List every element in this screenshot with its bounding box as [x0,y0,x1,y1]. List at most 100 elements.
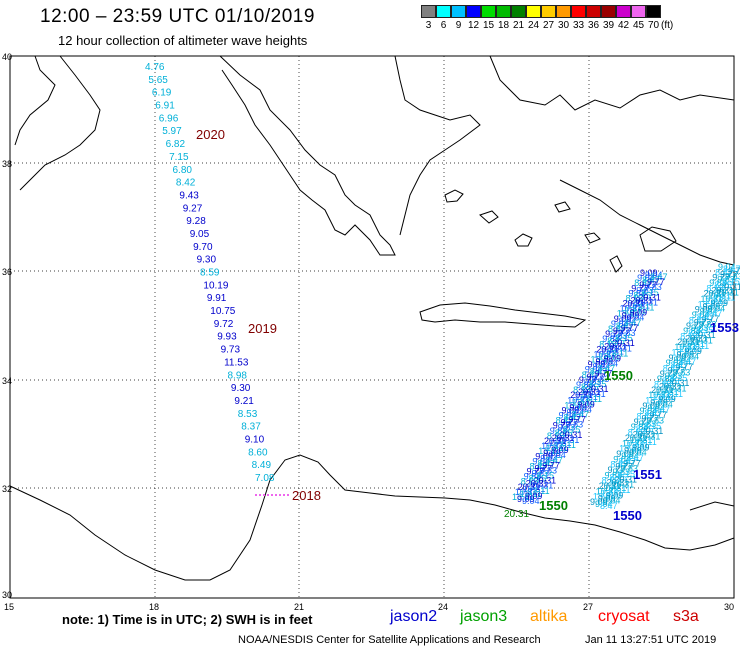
wave-height-value: 9.09 [630,308,648,318]
wave-height-value: 9.04 [655,400,673,410]
wave-height-value: 9.77 [553,421,571,431]
wave-height-value: 8.47 [600,501,618,511]
wave-height-value: 13.11 [546,443,568,453]
wave-height-value: 9.77 [608,465,626,475]
wave-height-value: 9.09 [525,491,543,501]
lon-label: 27 [583,602,594,612]
wave-height-value: 9.83 [605,470,623,480]
wave-height-value: 20.31 [544,436,567,446]
wave-height-value: 9.77 [634,417,652,427]
wave-height-value: 5.97 [162,126,182,137]
turkey-south-coast [559,179,735,266]
track-time-label: 1550 [539,498,568,513]
wave-height-value: 10.31 [541,441,564,451]
greece-east-coast [394,55,481,236]
legend-s3a: s3a [673,608,699,625]
wave-height-value: 8.47 [652,405,670,415]
wave-height-value: 13.11 [572,397,594,407]
wave-height-value: 9.04 [627,313,645,323]
lat-label: 40 [2,52,13,62]
wave-height-value: 9.77 [676,362,694,372]
wave-height-value: 10.31 [609,343,632,353]
track-time-label: 1550 [604,368,633,383]
color-scale-label: 27 [542,20,555,31]
wave-height-value: 8.47 [608,324,626,334]
color-scale-swatch [451,5,466,18]
wave-height-value: 9.83 [709,278,727,288]
wave-height-value: 10.31 [628,301,651,311]
wave-height-value: 9.04 [567,408,585,418]
wave-height-value: 6.96 [159,113,179,124]
wave-height-value: 10.31 [567,395,590,405]
wave-height-value: 20.31 [719,282,740,292]
wave-height-value: 9.77 [702,314,720,324]
track-time-label: 2019 [248,321,277,336]
wave-height-value: 13.11 [672,348,694,358]
wave-height-value: 9.04 [708,303,726,313]
wave-height-value: 9.83 [657,374,675,384]
wave-height-value: 9.04 [637,273,655,283]
wave-height-value: 13.11 [698,299,720,309]
wave-height-value: 8.15 [706,283,724,293]
wave-height-value: 9.83 [602,334,620,344]
wave-height-value: 13.11 [619,444,641,454]
wave-height-value: 9.04 [619,316,637,326]
wave-height-value: 20.31 [596,344,619,354]
color-scale-swatch [481,5,496,18]
wave-height-value: 20.31 [677,337,700,347]
wave-height-value: 9.04 [585,365,603,375]
wave-height-value: 8.15 [581,382,599,392]
wave-height-value: 9.77 [647,277,665,287]
wave-height-value: 8.47 [723,264,740,274]
wave-height-value: 13.11 [625,306,647,316]
wave-height-value: 8.15 [607,336,625,346]
track-time-label: 1553 [710,320,739,335]
color-scale-swatch [556,5,571,18]
color-scale-label: 33 [572,20,585,31]
color-scale-label: 15 [482,20,495,31]
wave-height-value: 13.11 [687,341,709,351]
wave-height-value: 8.47 [537,458,555,468]
wave-height-value: 9.83 [618,328,636,338]
color-scale-swatch [631,5,646,18]
wave-height-value: 8.53 [238,409,258,420]
wave-height-value: 10.31 [531,481,554,491]
color-scale-unit: (ft) [661,20,674,31]
wave-height-value: 20.31 [704,289,727,299]
wave-height-value: 13.11 [520,489,542,499]
wave-height-value: 9.04 [718,262,736,272]
wave-height-value: 20.31 [534,476,557,486]
color-scale-label: 39 [602,20,615,31]
wave-height-value: 9.09 [624,446,642,456]
wave-height-value: 11.53 [224,357,249,368]
wave-height-value: 20.31 [631,296,654,306]
cyprus-coast [689,501,735,511]
wave-height-value: 9.04 [603,496,621,506]
wave-height-value: 9.09 [596,357,614,367]
wave-height-value: 8.15 [589,379,607,389]
wave-height-value: 9.83 [584,377,602,387]
color-scale-swatch [526,5,541,18]
wave-height-value: 13.11 [653,392,675,402]
aegean-island [479,210,499,224]
wave-height-value: 10.31 [648,390,671,400]
wave-height-value: 8.15 [644,421,662,431]
wave-height-value: 9.09 [569,402,587,412]
wave-height-value: 10.31 [594,350,617,360]
wave-height-value: 9.04 [640,406,658,416]
aegean-island [554,201,571,213]
color-scale-swatch [511,5,526,18]
lon-label: 21 [294,602,305,612]
wave-height-value: 13.11 [635,437,657,447]
wave-height-value: 9.83 [620,464,638,474]
wave-height-value: 9.83 [683,326,701,336]
color-scale-swatch [436,5,451,18]
lat-label: 32 [2,484,13,494]
wave-height-value: 13.11 [599,352,621,362]
wave-height-value: 9.77 [613,326,631,336]
italy-coast [14,55,101,191]
wave-height-value: 6.19 [152,88,172,99]
wave-height-value: 9.09 [695,305,713,315]
wave-height-value: 20.31 [599,481,622,491]
color-scale-label: 12 [467,20,480,31]
